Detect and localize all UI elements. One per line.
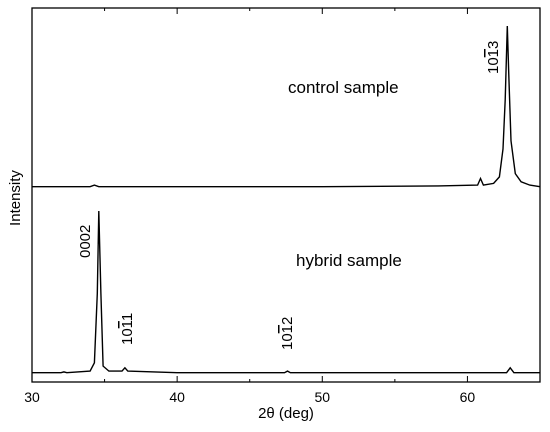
peak-label-1011: 1011 — [119, 313, 136, 345]
control-sample-label: control sample — [288, 78, 399, 97]
x-tick-label: 40 — [169, 389, 185, 405]
hybrid-sample-line — [32, 210, 540, 374]
x-axis: 30 40 50 60 — [24, 8, 541, 405]
x-tick-label: 30 — [24, 389, 40, 405]
x-axis-label: 2θ (deg) — [258, 405, 314, 422]
peak-label-1013: 1013 — [485, 41, 502, 74]
plot-frame — [31, 7, 541, 383]
hybrid-sample-label: hybrid sample — [296, 251, 402, 270]
x-tick-label: 50 — [314, 389, 330, 405]
y-axis-label: Intensity — [7, 170, 24, 226]
x-tick-label: 60 — [460, 389, 476, 405]
peak-label-1012: 1012 — [279, 317, 296, 350]
control-sample-line — [32, 25, 541, 188]
peak-label-0002: 0002 — [77, 225, 94, 258]
